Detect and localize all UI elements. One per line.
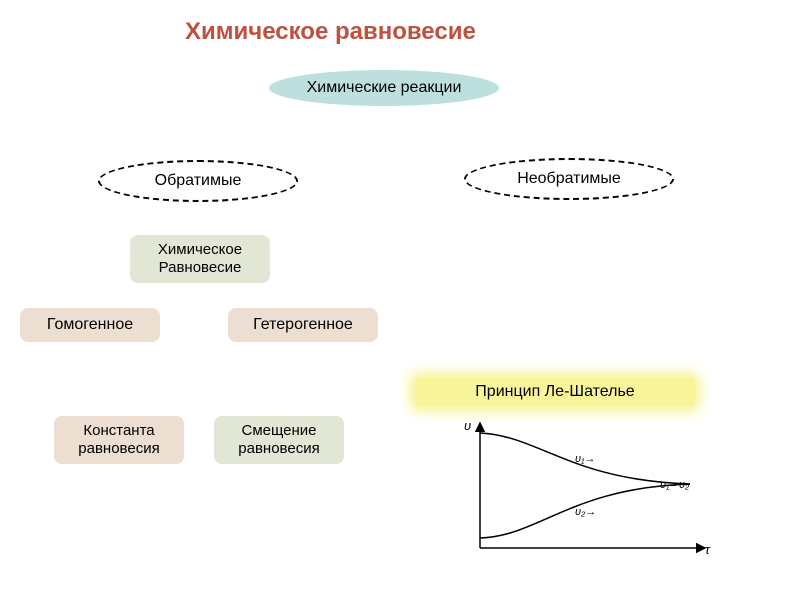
rate-graph-svg: υ υ₁→ υ₂→ υ₁= υ₂ τ (450, 418, 720, 568)
constant-label: Константа равновесия (78, 422, 159, 458)
svg-text:τ: τ (705, 542, 711, 557)
svg-text:υ: υ (464, 418, 471, 433)
constant-node: Константа равновесия (54, 416, 184, 464)
svg-text:υ₁→: υ₁→ (575, 453, 596, 465)
irreversible-label: Необратимые (517, 170, 621, 188)
reversible-label: Обратимые (155, 172, 242, 190)
le-chatelier-label: Принцип Ле-Шателье (475, 383, 634, 401)
homogeneous-node: Гомогенное (20, 308, 160, 342)
page-title: Химическое равновесие (185, 18, 476, 46)
svg-text:υ₁= υ₂: υ₁= υ₂ (660, 479, 690, 491)
le-chatelier-node: Принцип Ле-Шателье (415, 378, 695, 406)
heterogeneous-label: Гетерогенное (253, 315, 353, 334)
shift-label: Смещение равновесия (238, 422, 319, 458)
heterogeneous-node: Гетерогенное (228, 308, 378, 342)
shift-node: Смещение равновесия (214, 416, 344, 464)
reversible-node: Обратимые (98, 160, 298, 202)
irreversible-node: Необратимые (464, 158, 674, 200)
homogeneous-label: Гомогенное (47, 315, 133, 334)
rate-graph: υ υ₁→ υ₂→ υ₁= υ₂ τ (450, 418, 720, 568)
reactions-node: Химические реакции (269, 70, 499, 106)
svg-text:υ₂→: υ₂→ (575, 506, 596, 518)
equilibrium-node: Химическое Равновесие (130, 235, 270, 283)
equilibrium-label: Химическое Равновесие (158, 241, 242, 277)
reactions-label: Химические реакции (307, 79, 462, 97)
